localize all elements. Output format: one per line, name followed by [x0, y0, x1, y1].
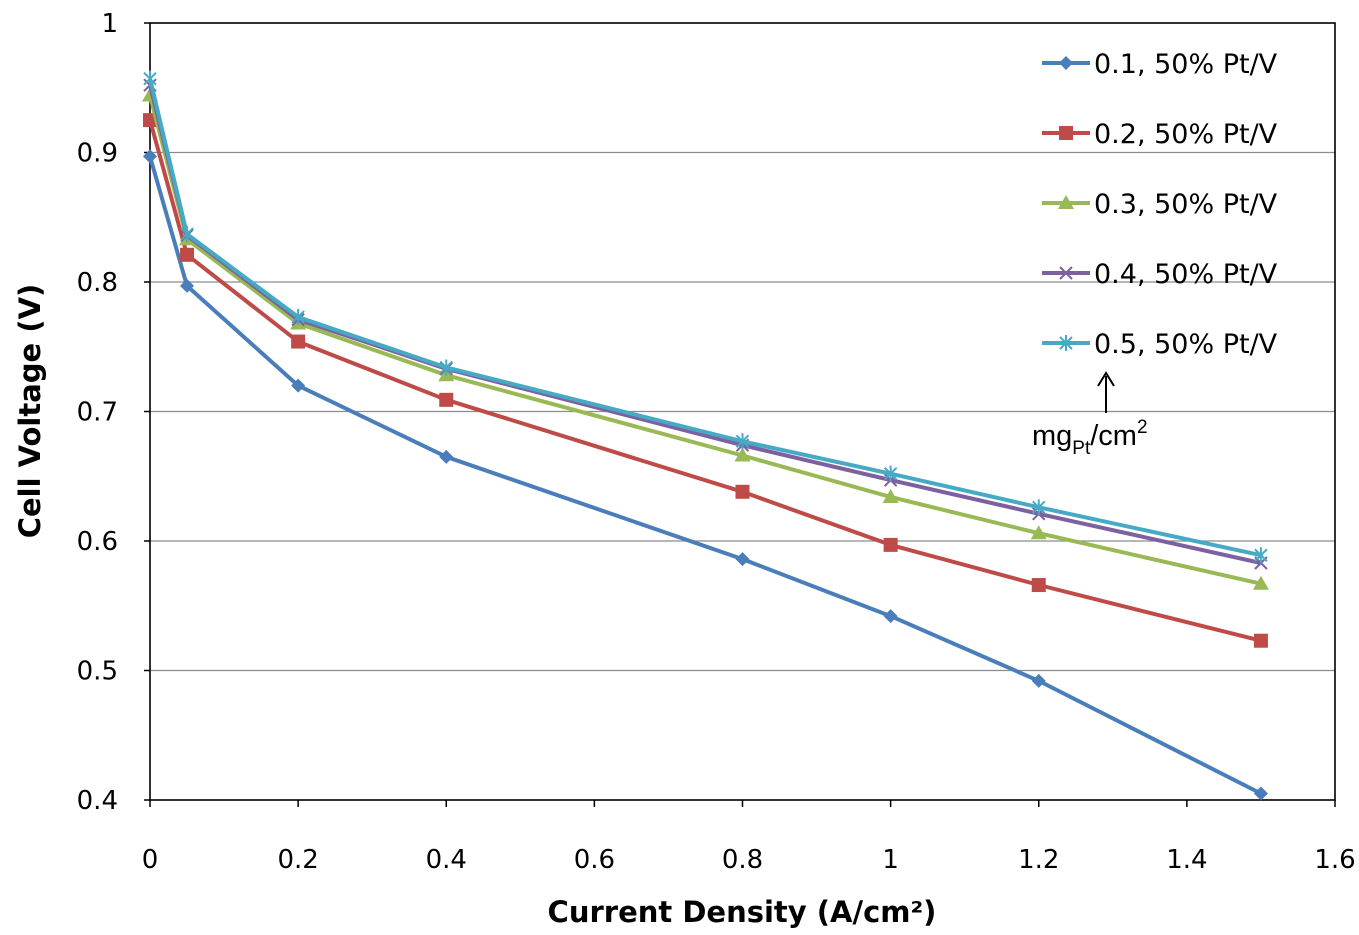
data-point	[735, 552, 750, 567]
legend-label: 0.3, 50% Pt/V	[1094, 189, 1278, 220]
legend: 0.1, 50% Pt/V 0.2, 50% Pt/V 0.3, 50% Pt/V 0…	[1042, 49, 1278, 360]
data-point	[180, 247, 195, 262]
gridlines	[150, 151, 1335, 672]
data-point	[882, 488, 899, 503]
series-line	[148, 119, 1262, 643]
legend-marker	[1059, 335, 1073, 351]
series-1	[143, 149, 1268, 801]
data-point	[180, 278, 195, 293]
data-point	[883, 609, 898, 624]
loading-annotation: mgPt/cm2	[1032, 371, 1148, 459]
data-point	[143, 70, 157, 87]
data-point	[439, 359, 453, 376]
legend-label: 0.2, 50% Pt/V	[1094, 119, 1278, 150]
data-point	[1030, 525, 1047, 540]
y-tick-label: 0.8	[77, 268, 118, 298]
y-tick-label: 0.6	[77, 527, 118, 557]
x-tick-label: 1.2	[1018, 845, 1059, 875]
data-point	[883, 465, 898, 482]
data-point	[1252, 575, 1269, 590]
x-tick-label: 0	[142, 845, 159, 875]
data-point	[1253, 633, 1268, 648]
legend-item-5: 0.5, 50% Pt/V	[1042, 329, 1278, 360]
series-line	[148, 78, 1262, 558]
legend-item-4: 0.4, 50% Pt/V	[1042, 259, 1278, 290]
series-5	[143, 70, 1268, 564]
data-point	[1032, 499, 1046, 516]
data-point	[735, 484, 750, 499]
series-line	[148, 155, 1262, 796]
x-tick-label: 0.8	[722, 845, 763, 875]
annotation-arrow-head	[1097, 371, 1115, 387]
legend-marker	[1058, 195, 1074, 209]
data-point	[735, 433, 750, 450]
data-point	[291, 334, 306, 349]
legend-label: 0.1, 50% Pt/V	[1094, 49, 1278, 80]
x-tick-label: 1	[882, 845, 899, 875]
legend-label: 0.5, 50% Pt/V	[1094, 329, 1278, 360]
data-point	[883, 537, 898, 552]
data-point	[734, 447, 751, 462]
x-tick-label: 1.4	[1166, 845, 1207, 875]
series-line	[148, 95, 1262, 586]
y-tick-label: 0.5	[77, 657, 118, 687]
x-tick-label: 0.6	[574, 845, 615, 875]
y-tick-label: 0.7	[77, 398, 118, 428]
legend-item-1: 0.1, 50% Pt/V	[1042, 49, 1278, 80]
legend-item-3: 0.3, 50% Pt/V	[1042, 189, 1278, 220]
data-point	[1253, 786, 1268, 801]
annotation-text: mgPt/cm2	[1032, 417, 1148, 459]
legend-marker	[1059, 266, 1073, 280]
data-point	[439, 449, 454, 464]
y-tick-label: 0.4	[77, 786, 118, 816]
axis-ticks: 0.4 0.5 0.6 0.7 0.8 0.9 1 0 0.2 0.4 0.6 0.8 1 1.2 1.4 1…	[77, 9, 1356, 875]
data-point	[439, 392, 454, 407]
legend-marker	[1059, 56, 1073, 70]
x-tick-label: 0.4	[426, 845, 467, 875]
y-axis-title: Cell Voltage (V)	[13, 284, 47, 539]
legend-item-2: 0.2, 50% Pt/V	[1042, 119, 1278, 150]
series-2	[143, 113, 1268, 648]
data-point	[180, 226, 194, 243]
data-point	[291, 378, 306, 393]
series-layer	[142, 70, 1269, 801]
data-point	[291, 308, 305, 325]
y-tick-label: 0.9	[77, 139, 118, 169]
data-point	[1031, 578, 1046, 593]
data-point	[143, 149, 157, 164]
x-tick-label: 1.6	[1314, 845, 1355, 875]
y-tick-label: 1	[101, 9, 118, 39]
x-axis-title: Current Density (A/cm²)	[548, 895, 937, 929]
legend-marker	[1059, 126, 1073, 140]
legend-label: 0.4, 50% Pt/V	[1094, 259, 1278, 290]
x-tick-label: 0.2	[277, 845, 318, 875]
data-point	[1031, 673, 1046, 688]
data-point	[1254, 547, 1268, 564]
